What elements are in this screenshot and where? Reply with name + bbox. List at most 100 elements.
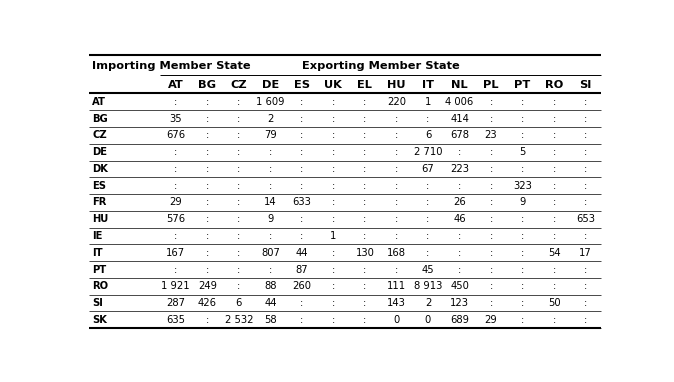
Text: 2: 2 <box>425 298 431 308</box>
Text: :: : <box>174 231 177 241</box>
Text: PT: PT <box>92 264 106 275</box>
Text: :: : <box>206 214 209 224</box>
Text: :: : <box>174 97 177 107</box>
Text: :: : <box>174 181 177 191</box>
Text: :: : <box>395 231 398 241</box>
Text: SI: SI <box>92 298 103 308</box>
Text: :: : <box>489 298 493 308</box>
Text: 653: 653 <box>576 214 595 224</box>
Text: :: : <box>332 264 335 275</box>
Text: :: : <box>237 248 241 258</box>
Text: 88: 88 <box>264 281 276 291</box>
Text: IT: IT <box>422 80 434 90</box>
Text: :: : <box>584 264 587 275</box>
Text: Importing Member State: Importing Member State <box>92 61 251 71</box>
Text: :: : <box>584 298 587 308</box>
Text: 1: 1 <box>425 97 431 107</box>
Text: :: : <box>363 214 367 224</box>
Text: :: : <box>395 113 398 124</box>
Text: 220: 220 <box>387 97 406 107</box>
Text: 29: 29 <box>485 315 497 325</box>
Text: :: : <box>363 164 367 174</box>
Text: :: : <box>553 315 555 325</box>
Text: :: : <box>237 97 241 107</box>
Text: 123: 123 <box>450 298 469 308</box>
Text: :: : <box>521 248 524 258</box>
Text: 1 921: 1 921 <box>162 281 190 291</box>
Text: 635: 635 <box>166 315 185 325</box>
Text: :: : <box>300 181 303 191</box>
Text: :: : <box>521 164 524 174</box>
Text: 2: 2 <box>267 113 274 124</box>
Text: :: : <box>237 147 241 157</box>
Text: :: : <box>363 181 367 191</box>
Text: DE: DE <box>262 80 279 90</box>
Text: 130: 130 <box>355 248 374 258</box>
Text: :: : <box>553 147 555 157</box>
Text: :: : <box>332 147 335 157</box>
Text: 9: 9 <box>520 197 526 207</box>
Text: HU: HU <box>92 214 109 224</box>
Text: IE: IE <box>92 231 102 241</box>
Text: :: : <box>206 113 209 124</box>
Text: 260: 260 <box>293 281 311 291</box>
Text: 23: 23 <box>485 130 497 141</box>
Text: :: : <box>332 197 335 207</box>
Text: :: : <box>427 231 429 241</box>
Text: IT: IT <box>92 248 102 258</box>
Text: CZ: CZ <box>92 130 107 141</box>
Text: :: : <box>489 147 493 157</box>
Text: :: : <box>427 113 429 124</box>
Text: :: : <box>521 231 524 241</box>
Text: :: : <box>553 281 555 291</box>
Text: :: : <box>269 181 272 191</box>
Text: :: : <box>521 97 524 107</box>
Text: 8 913: 8 913 <box>414 281 442 291</box>
Text: :: : <box>237 281 241 291</box>
Text: :: : <box>489 181 493 191</box>
Text: 6: 6 <box>425 130 431 141</box>
Text: :: : <box>237 214 241 224</box>
Text: 2 532: 2 532 <box>224 315 253 325</box>
Text: :: : <box>584 315 587 325</box>
Text: CZ: CZ <box>231 80 247 90</box>
Text: :: : <box>363 298 367 308</box>
Text: :: : <box>300 164 303 174</box>
Text: Exporting Member State: Exporting Member State <box>302 61 460 71</box>
Text: :: : <box>427 197 429 207</box>
Text: :: : <box>206 164 209 174</box>
Text: PL: PL <box>483 80 499 90</box>
Text: :: : <box>206 248 209 258</box>
Text: :: : <box>174 147 177 157</box>
Text: :: : <box>489 248 493 258</box>
Text: 1 609: 1 609 <box>256 97 284 107</box>
Text: :: : <box>206 315 209 325</box>
Text: 44: 44 <box>264 298 276 308</box>
Text: 29: 29 <box>169 197 182 207</box>
Text: :: : <box>427 248 429 258</box>
Text: UK: UK <box>324 80 342 90</box>
Text: 35: 35 <box>169 113 182 124</box>
Text: :: : <box>363 130 367 141</box>
Text: :: : <box>300 97 303 107</box>
Text: :: : <box>521 264 524 275</box>
Text: :: : <box>237 130 241 141</box>
Text: :: : <box>332 164 335 174</box>
Text: :: : <box>584 130 587 141</box>
Text: :: : <box>300 315 303 325</box>
Text: 0: 0 <box>394 315 400 325</box>
Text: :: : <box>363 264 367 275</box>
Text: :: : <box>553 197 555 207</box>
Text: :: : <box>553 264 555 275</box>
Text: :: : <box>584 197 587 207</box>
Text: :: : <box>300 214 303 224</box>
Text: :: : <box>332 181 335 191</box>
Text: :: : <box>300 130 303 141</box>
Text: 2 710: 2 710 <box>414 147 442 157</box>
Text: 9: 9 <box>267 214 274 224</box>
Text: :: : <box>363 315 367 325</box>
Text: :: : <box>332 248 335 258</box>
Text: :: : <box>489 164 493 174</box>
Text: :: : <box>206 264 209 275</box>
Text: :: : <box>300 298 303 308</box>
